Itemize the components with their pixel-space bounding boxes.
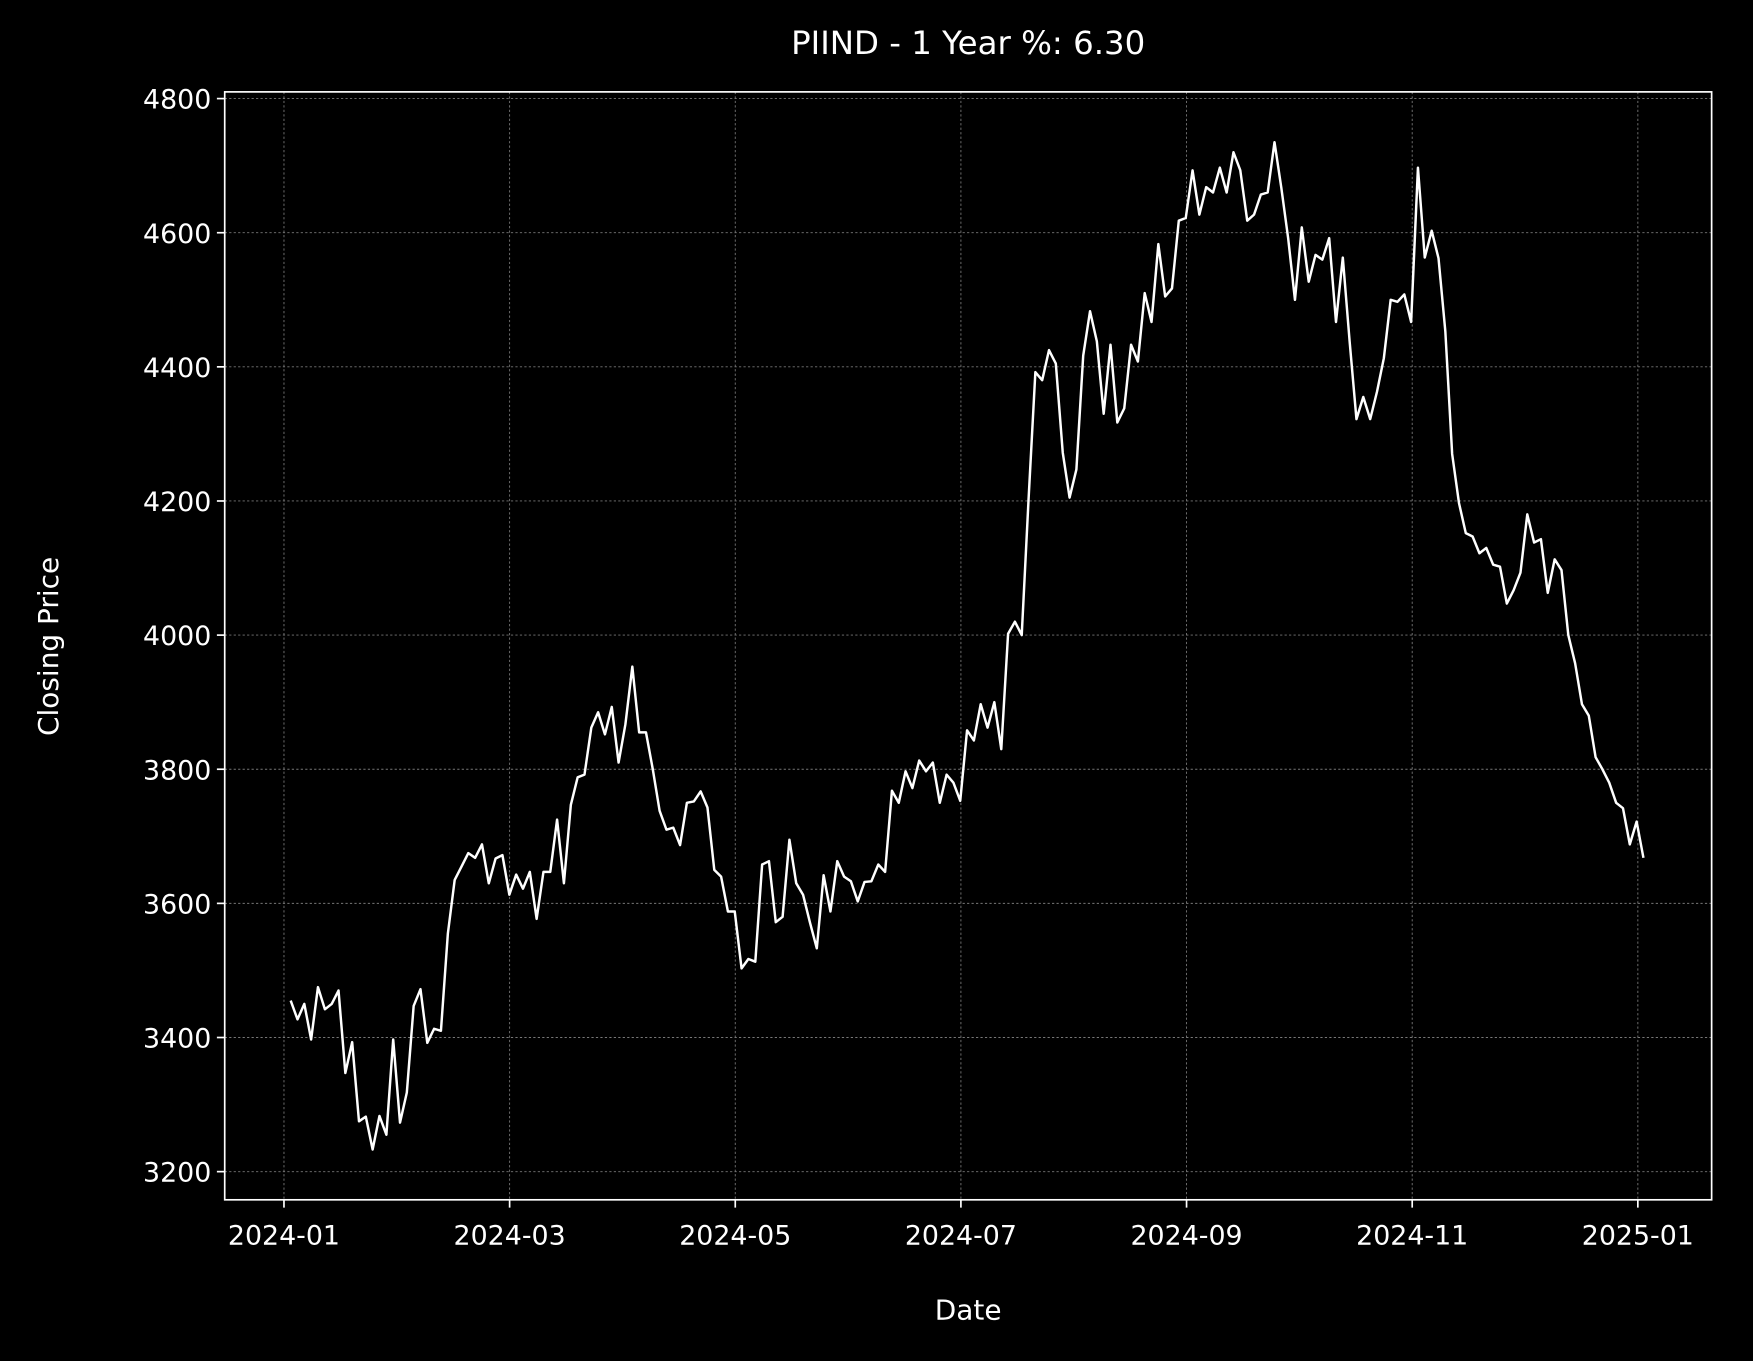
x-tick-label: 2024-11 [1356, 1221, 1468, 1252]
y-tick-label: 3200 [143, 1158, 211, 1189]
price-line [289, 140, 1645, 1151]
y-axis-label: Closing Price [32, 557, 65, 736]
y-tick-label: 4400 [143, 353, 211, 384]
x-tick-label: 2024-07 [905, 1221, 1017, 1252]
y-tick-label: 4000 [143, 621, 211, 652]
plot-frame [223, 91, 1713, 1201]
x-tick-label: 2024-01 [228, 1221, 340, 1252]
x-tick-label: 2025-01 [1582, 1221, 1694, 1252]
y-tick-label: 4800 [143, 85, 211, 116]
y-tick-label: 3600 [143, 889, 211, 920]
y-tick-label: 4600 [143, 219, 211, 250]
x-tick-label: 2024-05 [679, 1221, 791, 1252]
y-tick-label: 4200 [143, 487, 211, 518]
y-tick-label: 3400 [143, 1024, 211, 1055]
x-tick-label: 2024-03 [454, 1221, 566, 1252]
x-tick-label: 2024-09 [1130, 1221, 1242, 1252]
x-axis-label: Date [935, 1293, 1002, 1326]
y-tick-label: 3800 [143, 755, 211, 786]
chart-title: PIIND - 1 Year %: 6.30 [791, 24, 1145, 62]
